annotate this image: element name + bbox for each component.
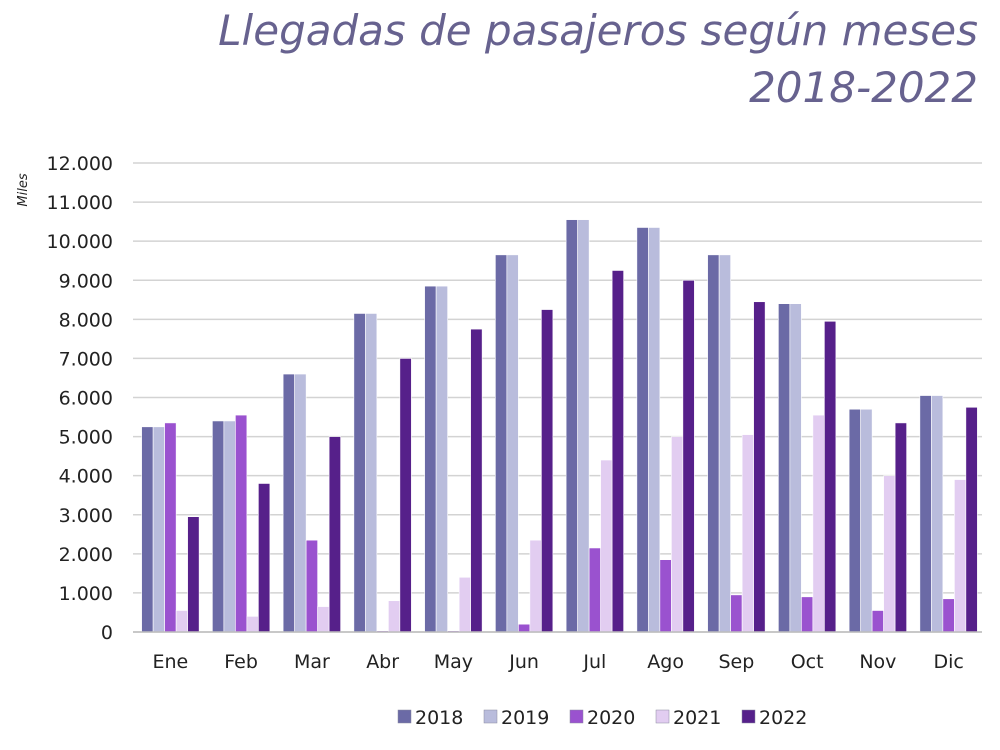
legend-swatch-2021: [655, 709, 670, 724]
bar-2020-mar: [305, 539, 318, 633]
y-axis-label: Miles: [16, 173, 31, 206]
bar-2018-may: [424, 285, 437, 633]
x-tick-label: Feb: [224, 651, 258, 673]
bar-2019-abr: [365, 313, 378, 633]
y-tick-label: 4.000: [59, 466, 113, 488]
bar-2022-may: [470, 328, 483, 633]
bar-2020-ago: [659, 559, 672, 633]
bar-2022-feb: [258, 483, 271, 633]
bar-2019-ago: [648, 227, 661, 633]
bar-2020-jun: [518, 623, 531, 633]
y-tick-label: 8.000: [59, 309, 113, 331]
bar-2022-nov: [894, 422, 907, 633]
y-tick-label: 2.000: [59, 544, 113, 566]
bar-2021-abr: [388, 600, 401, 633]
bar-2021-nov: [883, 475, 896, 633]
x-tick-label: Abr: [366, 651, 399, 673]
legend-label-2021: 2021: [673, 707, 721, 729]
bar-2018-sep: [707, 254, 720, 633]
y-tick-label: 11.000: [47, 192, 113, 214]
bar-2019-dic: [931, 395, 944, 633]
bar-2022-jun: [541, 309, 554, 633]
bar-2022-jul: [611, 270, 624, 633]
bar-2018-jul: [565, 219, 578, 633]
chart-subtitle: 2018-2022: [749, 63, 978, 112]
bar-2018-jun: [495, 254, 508, 633]
x-tick-label: Sep: [718, 651, 754, 673]
x-tick-label: Jun: [508, 651, 539, 673]
y-tick-label: 6.000: [59, 388, 113, 410]
bar-2020-oct: [801, 596, 814, 633]
bar-2021-jun: [529, 539, 542, 633]
legend-swatch-2022: [741, 709, 756, 724]
y-tick-label: 0: [101, 622, 113, 644]
bar-2018-ago: [636, 227, 649, 633]
bar-2019-mar: [294, 373, 307, 633]
legend-swatch-2019: [483, 709, 498, 724]
bar-2019-ene: [152, 426, 165, 633]
bar-2019-jul: [577, 219, 590, 633]
bar-2020-jul: [588, 547, 601, 633]
bar-2021-sep: [741, 434, 754, 633]
bar-2019-nov: [860, 408, 873, 633]
bar-2018-oct: [778, 303, 791, 633]
x-tick-label: Dic: [933, 651, 963, 673]
bar-2019-feb: [223, 420, 236, 633]
bar-2021-ene: [175, 610, 188, 633]
x-tick-label: Jul: [582, 651, 606, 673]
bar-2022-sep: [753, 301, 766, 633]
x-tick-label: Oct: [791, 651, 824, 673]
y-tick-label: 3.000: [59, 505, 113, 527]
bar-2021-oct: [812, 414, 825, 633]
bar-2022-ene: [187, 516, 200, 633]
bar-2021-mar: [317, 606, 330, 633]
legend-label-2020: 2020: [587, 707, 635, 729]
x-tick-label: Mar: [294, 651, 330, 673]
legend-label-2019: 2019: [501, 707, 549, 729]
bar-2022-oct: [824, 320, 837, 633]
bar-2019-sep: [718, 254, 731, 633]
bar-2021-may: [458, 576, 471, 633]
chart-title: Llegadas de pasajeros según meses: [218, 6, 978, 55]
y-tick-label: 10.000: [47, 231, 113, 253]
bar-2020-sep: [730, 594, 743, 633]
bar-2020-ene: [164, 422, 177, 633]
bar-2022-ago: [682, 279, 695, 633]
x-tick-label: Ene: [153, 651, 189, 673]
bar-2022-dic: [965, 406, 978, 633]
x-tick-label: Ago: [647, 651, 684, 673]
y-tick-label: 7.000: [59, 348, 113, 370]
bar-2018-abr: [353, 313, 366, 633]
y-tick-label: 12.000: [47, 153, 113, 175]
legend-swatch-2018: [397, 709, 412, 724]
y-tick-label: 5.000: [59, 427, 113, 449]
bar-2020-dic: [942, 598, 955, 633]
bar-2021-dic: [954, 479, 967, 633]
bar-2022-abr: [399, 358, 412, 633]
legend-label-2022: 2022: [759, 707, 807, 729]
bar-2018-ene: [141, 426, 154, 633]
bar-2020-nov: [871, 610, 884, 633]
bar-2019-jun: [506, 254, 519, 633]
bar-2019-may: [435, 285, 448, 633]
bar-2021-ago: [671, 436, 684, 633]
bar-2018-mar: [282, 373, 295, 633]
y-tick-label: 9.000: [59, 270, 113, 292]
bar-2018-dic: [919, 395, 932, 633]
legend-swatch-2020: [569, 709, 584, 724]
x-tick-label: Nov: [859, 651, 896, 673]
bar-2021-jul: [600, 459, 613, 633]
bar-2019-oct: [789, 303, 802, 633]
bar-2020-feb: [235, 414, 248, 633]
bar-2018-feb: [212, 420, 225, 633]
bar-2022-mar: [328, 436, 341, 633]
x-tick-label: May: [434, 651, 473, 673]
bar-2018-nov: [848, 408, 861, 633]
y-tick-label: 1.000: [59, 583, 113, 605]
bar-2021-feb: [246, 616, 259, 633]
legend-label-2018: 2018: [415, 707, 463, 729]
